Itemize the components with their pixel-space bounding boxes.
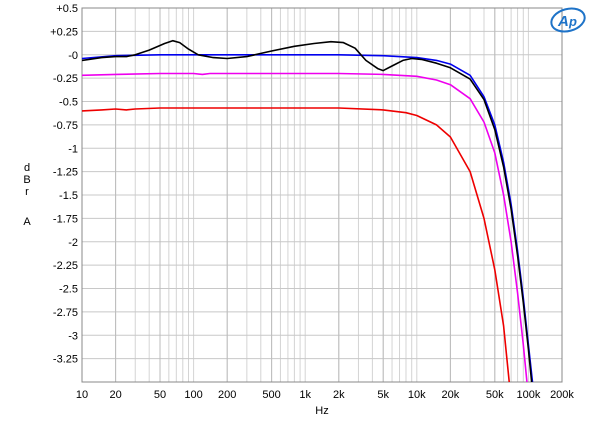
x-tick-label: 20	[109, 389, 121, 401]
y-tick-label: -2	[68, 237, 78, 249]
y-tick-label: -0	[68, 50, 78, 62]
y-tick-label: -3.25	[53, 354, 78, 366]
x-tick-label: 2k	[333, 389, 345, 401]
series-line-4	[82, 107, 511, 382]
x-tick-label: 50	[154, 389, 166, 401]
series-layer	[82, 39, 534, 382]
y-tick-label: -0.75	[53, 120, 78, 132]
y-axis-label-char: d	[24, 162, 30, 174]
y-tick-label: -1.5	[59, 190, 78, 202]
y-tick-label: +0.25	[50, 26, 78, 38]
y-tick-label: -0.25	[53, 73, 78, 85]
series-line-2	[82, 39, 533, 382]
y-tick-label: -1.75	[53, 213, 78, 225]
y-tick-label: -1.25	[53, 167, 78, 179]
y-axis-label-char: r	[25, 186, 29, 198]
y-tick-label: -1	[68, 143, 78, 155]
x-tick-label: 100k	[516, 389, 540, 401]
x-tick-label: 1k	[299, 389, 311, 401]
y-tick-label: -2.5	[59, 284, 78, 296]
x-axis-label: Hz	[315, 405, 328, 417]
y-tick-labels: +0.5 +0.25 -0 -0.25 -0.5 -0.75 -1 -1.25 -1.5 -1.7…	[50, 3, 78, 366]
svg-text:p: p	[568, 14, 577, 29]
grid-major	[82, 7, 562, 382]
x-tick-label: 100	[184, 389, 202, 401]
y-axis-label: dBr A	[23, 162, 31, 228]
series-line-3	[82, 72, 528, 382]
y-axis-label-char: A	[23, 216, 31, 228]
x-tick-label: 200	[218, 389, 236, 401]
x-tick-label: 50k	[486, 389, 504, 401]
y-tick-label: -0.5	[59, 97, 78, 109]
x-tick-labels: 10 20 50 100 200 500 1k 2k 5k 10k 20k 50k 100k 200k	[76, 389, 575, 401]
x-tick-label: 5k	[377, 389, 389, 401]
y-tick-label: -3	[68, 330, 78, 342]
y-tick-label: -2.25	[53, 260, 78, 272]
svg-text:A: A	[557, 13, 569, 30]
x-tick-label: 10	[76, 389, 88, 401]
audio-precision-logo: A p	[550, 7, 586, 33]
x-tick-label: 200k	[550, 389, 574, 401]
y-tick-label: +0.5	[56, 3, 78, 15]
plot-frame	[81, 7, 563, 383]
y-axis-label-char: B	[23, 174, 30, 186]
x-tick-label: 10k	[408, 389, 426, 401]
y-tick-label: -2.75	[53, 307, 78, 319]
x-tick-label: 20k	[442, 389, 460, 401]
x-tick-label: 500	[262, 389, 280, 401]
